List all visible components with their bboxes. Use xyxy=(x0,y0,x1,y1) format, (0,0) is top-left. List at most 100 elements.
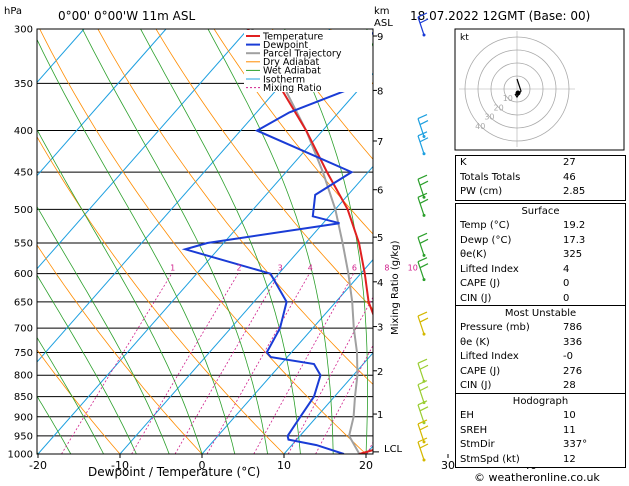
k-index-value: 27 xyxy=(563,157,576,168)
most-unstable-label: Lifted Index xyxy=(460,351,519,362)
pressure-tick-label: 750 xyxy=(14,348,33,359)
most-unstable-row: Pressure (mb) 786 xyxy=(456,321,625,336)
temp-tick-label: -20 xyxy=(29,459,47,472)
pressure-tick-label: 850 xyxy=(14,392,33,403)
mixing-ratio-value-label: 10 xyxy=(408,264,418,273)
wind-barb xyxy=(417,135,425,154)
km-tick-label: 2 xyxy=(377,367,383,378)
surface-box: Surface Temp (°C) 19.2 Dewp (°C) 17.3 θe(K) 3… xyxy=(455,203,626,307)
most-unstable-box: Most Unstable Pressure (mb) 786 θe (K) 336 L… xyxy=(455,305,626,395)
wind-barb-flag xyxy=(419,18,429,24)
legend-entry: Temperature xyxy=(262,31,323,42)
mixing-ratio-label: Mixing Ratio (g/kg) xyxy=(390,240,401,335)
wind-barb xyxy=(417,16,425,36)
hodograph-param-row: StmDir 337° xyxy=(456,438,625,453)
mixing-ratio-line xyxy=(253,273,354,454)
hodograph-param-label: EH xyxy=(460,410,474,421)
surface-label: Lifted Index xyxy=(460,263,519,275)
temp-tick-label: 10 xyxy=(277,459,291,472)
legend-entry: Isotherm xyxy=(263,74,305,85)
temp-tick-label: 20 xyxy=(359,459,373,472)
wind-barb xyxy=(417,404,425,423)
date-title: 18.07.2022 12GMT (Base: 00) xyxy=(410,9,590,23)
isotherm-line xyxy=(37,29,167,177)
pressure-tick-label: 450 xyxy=(14,168,33,179)
pressure-tick-label: 900 xyxy=(14,412,33,423)
dry-adiabat-line xyxy=(271,29,373,160)
wind-barb xyxy=(417,237,425,256)
pressure-tick-label: 700 xyxy=(14,324,33,335)
hodograph-param-row: EH 10 xyxy=(456,409,625,424)
dry-adiabat-line xyxy=(97,29,373,385)
mixing-ratio-value-label: 3 xyxy=(278,264,283,273)
pressure-tick-label: 300 xyxy=(14,25,33,36)
most-unstable-label: CAPE (J) xyxy=(460,365,501,377)
mixing-ratio-line xyxy=(206,273,310,454)
wind-barb-flag xyxy=(419,120,429,126)
asl-label: ASL xyxy=(374,18,393,29)
legend-entry: Dry Adiabat xyxy=(263,57,320,68)
wind-barb-flag xyxy=(419,180,429,186)
dry-adiabat-line xyxy=(37,136,285,454)
hodograph-param-label: StmSpd (kt) xyxy=(460,453,520,465)
wind-barb-flag xyxy=(417,232,428,238)
dry-adiabat-line xyxy=(37,349,121,454)
mixing-ratio-line xyxy=(131,273,239,454)
legend-box xyxy=(244,30,372,92)
mixing-ratio-value-label: 4 xyxy=(308,264,313,273)
hodograph-param-label: SREH xyxy=(460,424,488,436)
pressure-tick-label: 800 xyxy=(14,371,33,382)
km-tick-label: 7 xyxy=(377,137,383,148)
surface-value: 325 xyxy=(563,249,583,260)
mixing-ratio-value-label: 2 xyxy=(236,264,241,273)
pw-value: 2.85 xyxy=(563,186,586,197)
wind-barb-flag xyxy=(419,317,429,323)
wind-barb-flag xyxy=(417,192,428,198)
hodograph-param-row: StmSpd (kt) 12 xyxy=(456,453,625,468)
wind-barb-dot xyxy=(422,332,426,336)
wind-barb xyxy=(417,315,425,335)
most-unstable-row: CIN (J) 28 xyxy=(456,379,625,394)
wind-barb-flag xyxy=(419,263,429,269)
wind-barb-flag xyxy=(417,174,428,180)
wind-barb-dot xyxy=(422,253,426,257)
wind-barb-dot xyxy=(422,135,426,139)
dry-adiabat-line xyxy=(155,29,373,310)
km-tick-label: 1 xyxy=(377,410,383,421)
km-tick-label: 4 xyxy=(377,278,383,289)
isotherm-line xyxy=(37,29,249,270)
pw-label: PW (cm) xyxy=(460,186,503,197)
most-unstable-row: CAPE (J) 276 xyxy=(456,365,625,380)
wind-barb-flag xyxy=(419,238,429,244)
wind-barb-dot xyxy=(422,213,426,217)
wind-barb xyxy=(417,197,425,216)
wind-barb-dot xyxy=(422,440,426,444)
parcel-trajectory-line xyxy=(251,29,361,454)
most-unstable-value: 786 xyxy=(563,322,583,333)
surface-value: 19.2 xyxy=(563,220,586,231)
surface-row: Temp (°C) 19.2 xyxy=(456,219,625,234)
hodograph-ring-label: 40 xyxy=(475,122,485,131)
temp-tick-label: -10 xyxy=(111,459,129,472)
pressure-tick-label: 500 xyxy=(14,205,33,216)
isotherm-line xyxy=(201,258,373,454)
wind-barb-flag xyxy=(417,437,428,443)
x-axis-label: Dewpoint / Temperature (°C) xyxy=(88,465,260,479)
legend-entry: Dewpoint xyxy=(263,40,308,51)
isotherm-line xyxy=(283,352,373,454)
km-tick-label: 8 xyxy=(377,86,383,97)
wet-adiabat-line xyxy=(37,38,236,454)
surface-value: 4 xyxy=(563,263,570,275)
indices-box: K 27 Totals Totals 46 PW (cm) 2.85 xyxy=(455,155,626,201)
pressure-tick-label: 650 xyxy=(14,297,33,308)
hodograph-table-box: Hodograph EH 10 SREH 11 StmDir 337° StmSpd (kt… xyxy=(455,393,626,468)
surface-label: Temp (°C) xyxy=(460,220,510,231)
wind-barb-flag xyxy=(417,311,428,317)
wind-barb-flag xyxy=(417,380,428,386)
surface-value: 0 xyxy=(563,278,570,289)
wet-adiabat-line xyxy=(140,29,301,454)
wet-adiabat-line xyxy=(37,336,104,454)
surface-label: CIN (J) xyxy=(460,292,492,304)
